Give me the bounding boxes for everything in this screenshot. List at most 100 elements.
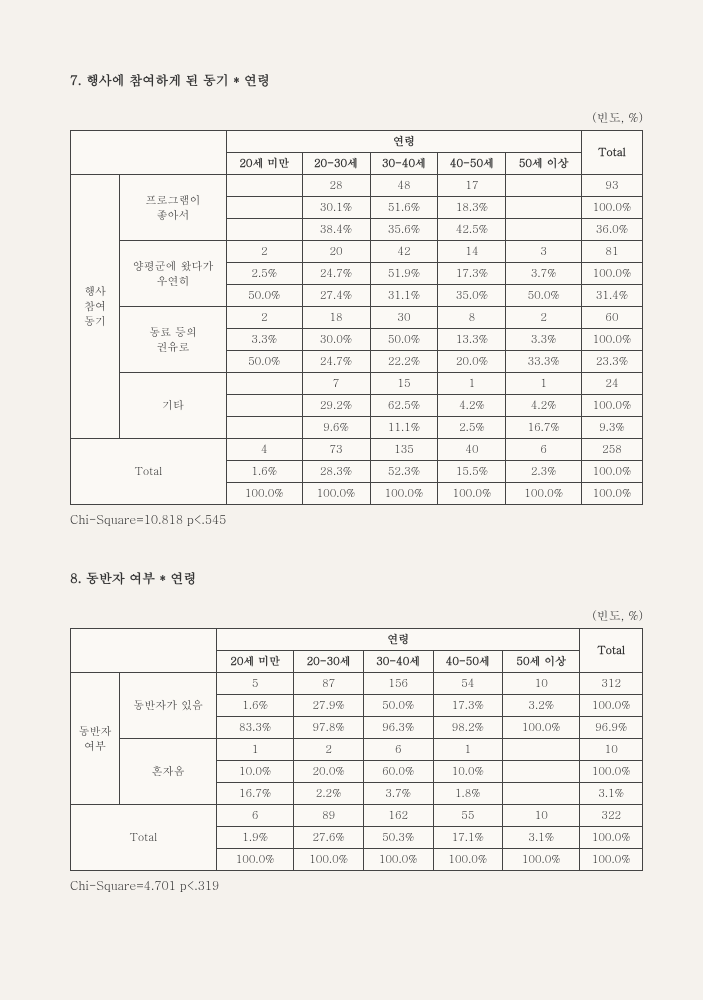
table7-row2-label: 동료 등의 권유로 [120, 307, 227, 373]
cell: 5 [217, 673, 294, 695]
cell: 28.3% [302, 461, 370, 483]
table8-col-age3: 40-50세 [433, 651, 503, 673]
cell: 50.0% [363, 695, 433, 717]
cell: 50.3% [363, 827, 433, 849]
cell: 30 [370, 307, 438, 329]
cell: 30.0% [302, 329, 370, 351]
cell: 156 [363, 673, 433, 695]
cell: 3.1% [580, 783, 643, 805]
cell: 100.0% [580, 827, 643, 849]
table7-group-label: 행사 참여 동기 [71, 175, 120, 439]
cell: 100.0% [294, 849, 364, 871]
cell: 24.7% [302, 263, 370, 285]
section8-chi-note: Chi-Square=4.701 p<.319 [70, 877, 643, 894]
table7: 연령 Total 20세 미만 20-30세 30-40세 40-50세 50세… [70, 130, 643, 505]
cell: 29.2% [302, 395, 370, 417]
table8-corner [71, 629, 217, 673]
table8-age-header: 연령 [217, 629, 580, 651]
cell: 98.2% [433, 717, 503, 739]
table7-row0-label: 프로그램이 좋아서 [120, 175, 227, 241]
cell: 2.5% [227, 263, 303, 285]
cell: 2.5% [438, 417, 506, 439]
cell: 100.0% [433, 849, 503, 871]
cell: 6 [506, 439, 582, 461]
cell: 100.0% [370, 483, 438, 505]
cell: 50.0% [227, 285, 303, 307]
cell: 93 [581, 175, 642, 197]
cell: 16.7% [506, 417, 582, 439]
cell: 73 [302, 439, 370, 461]
cell: 1 [438, 373, 506, 395]
section7-title-text: 행사에 참여하게 된 동기 * 연령 [86, 70, 270, 89]
cell: 100.0% [227, 483, 303, 505]
cell: 23.3% [581, 351, 642, 373]
cell: 54 [433, 673, 503, 695]
cell: 9.6% [302, 417, 370, 439]
table8-row1-label: 혼자옴 [120, 739, 217, 805]
cell: 100.0% [363, 849, 433, 871]
table7-total-label: Total [71, 439, 227, 505]
document-page: 7. 행사에 참여하게 된 동기 * 연령 (빈도, %) 연령 Total 2… [0, 0, 703, 974]
table8-group-label: 동반자 여부 [71, 673, 120, 805]
cell: 135 [370, 439, 438, 461]
cell: 10 [503, 673, 580, 695]
table7-col-age0: 20세 미만 [227, 153, 303, 175]
cell [227, 417, 303, 439]
cell: 100.0% [580, 761, 643, 783]
cell [506, 219, 582, 241]
cell: 52.3% [370, 461, 438, 483]
cell: 8 [438, 307, 506, 329]
cell: 89 [294, 805, 364, 827]
cell: 100.0% [581, 395, 642, 417]
cell: 24 [581, 373, 642, 395]
cell: 42 [370, 241, 438, 263]
cell: 50.0% [227, 351, 303, 373]
cell: 3.3% [227, 329, 303, 351]
cell: 15 [370, 373, 438, 395]
cell: 22.2% [370, 351, 438, 373]
cell: 3.3% [506, 329, 582, 351]
section8-number: 8. [70, 568, 82, 587]
cell: 100.0% [302, 483, 370, 505]
cell: 258 [581, 439, 642, 461]
table7-col-age3: 40-50세 [438, 153, 506, 175]
cell: 1.9% [217, 827, 294, 849]
cell: 2.3% [506, 461, 582, 483]
cell: 40 [438, 439, 506, 461]
cell: 312 [580, 673, 643, 695]
cell: 162 [363, 805, 433, 827]
cell [227, 175, 303, 197]
table8-col-age1: 20-30세 [294, 651, 364, 673]
cell: 1 [217, 739, 294, 761]
cell: 62.5% [370, 395, 438, 417]
cell: 42.5% [438, 219, 506, 241]
cell: 51.9% [370, 263, 438, 285]
cell: 28 [302, 175, 370, 197]
cell: 2.2% [294, 783, 364, 805]
cell: 9.3% [581, 417, 642, 439]
cell: 27.9% [294, 695, 364, 717]
cell: 100.0% [581, 483, 642, 505]
section7-chi-note: Chi-Square=10.818 p<.545 [70, 511, 643, 528]
section8-title: 8. 동반자 여부 * 연령 [70, 568, 643, 587]
cell [503, 761, 580, 783]
cell: 13.3% [438, 329, 506, 351]
table8-row0-label: 동반자가 있음 [120, 673, 217, 739]
cell: 100.0% [217, 849, 294, 871]
cell: 31.1% [370, 285, 438, 307]
cell: 2 [227, 241, 303, 263]
cell: 96.3% [363, 717, 433, 739]
cell: 1.6% [227, 461, 303, 483]
cell: 55 [433, 805, 503, 827]
cell [506, 197, 582, 219]
cell: 14 [438, 241, 506, 263]
cell: 36.0% [581, 219, 642, 241]
cell: 87 [294, 673, 364, 695]
table7-corner [71, 131, 227, 175]
cell [227, 373, 303, 395]
cell: 6 [363, 739, 433, 761]
cell [503, 783, 580, 805]
cell: 3.1% [503, 827, 580, 849]
cell: 1 [433, 739, 503, 761]
table8: 연령 Total 20세 미만 20-30세 30-40세 40-50세 50세… [70, 628, 643, 871]
